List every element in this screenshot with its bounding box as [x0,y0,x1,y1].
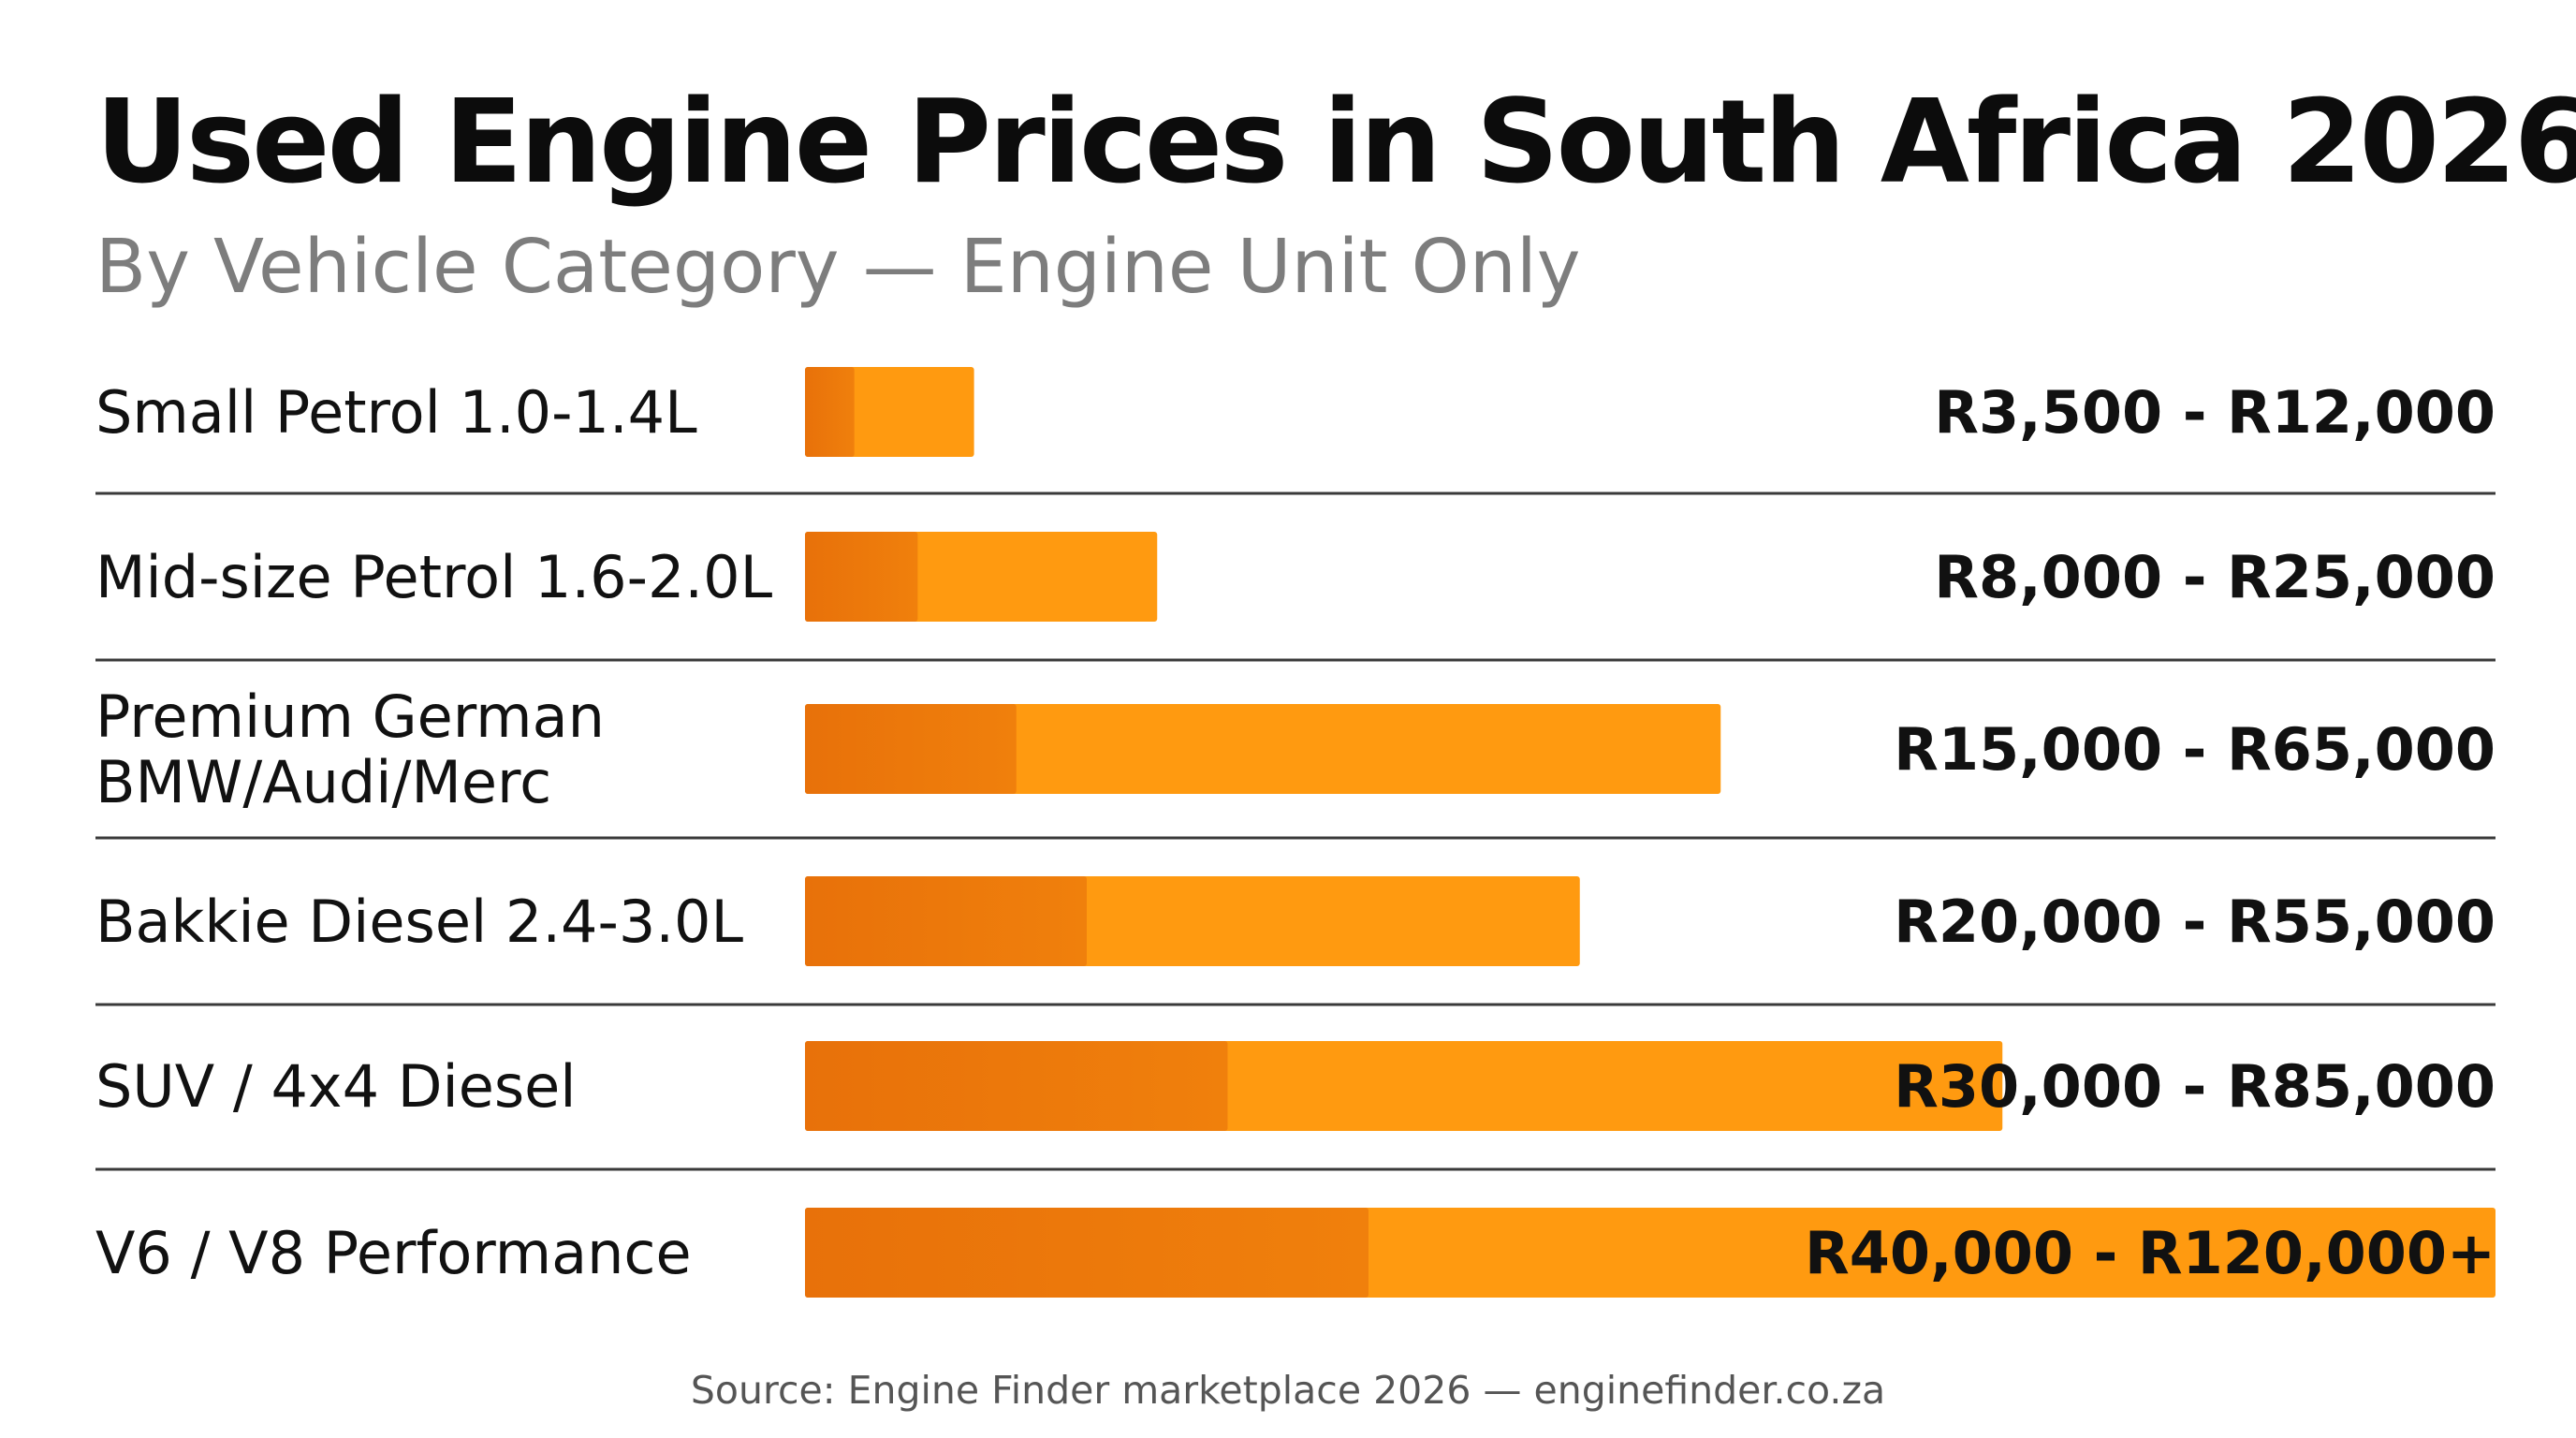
category-label: V6 / V8 Performance [95,1219,692,1287]
bar-min-value [805,1041,1228,1131]
category-label: SUV / 4x4 Diesel [95,1052,577,1121]
price-range-label: R30,000 - R85,000 [1894,1052,2496,1121]
bar-max-value [805,704,1721,794]
category-label: Small Petrol 1.0-1.4L [95,378,697,447]
bar-min-value [805,704,1017,794]
price-range-label: R3,500 - R12,000 [1934,378,2496,447]
price-range-label: R20,000 - R55,000 [1894,888,2496,956]
category-label: Bakkie Diesel 2.4-3.0L [95,888,743,956]
price-range-label: R40,000 - R120,000+ [1805,1219,2496,1287]
price-range-label: R8,000 - R25,000 [1934,543,2496,611]
chart-title: Used Engine Prices in South Africa 2026 [95,76,2576,210]
category-label: Mid-size Petrol 1.6-2.0L [95,543,773,611]
category-label: Premium German BMW/Audi/Merc [95,682,605,816]
bar-min-value [805,1208,1368,1298]
bar-min-value [805,532,918,622]
chart-subtitle: By Vehicle Category — Engine Unit Only [95,224,1581,310]
bar-min-value [805,367,855,457]
bar-min-value [805,876,1087,966]
price-range-label: R15,000 - R65,000 [1894,715,2496,784]
source-note: Source: Engine Finder marketplace 2026 —… [690,1368,1886,1413]
